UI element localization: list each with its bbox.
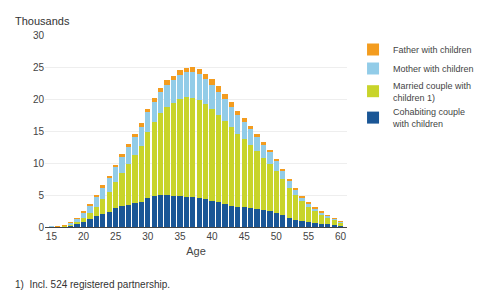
svg-text:15: 15: [33, 126, 45, 137]
svg-text:1) Incl. 524 registered partn: 1) Incl. 524 registered partnership.: [15, 279, 170, 290]
svg-text:30: 30: [33, 30, 45, 41]
svg-text:25: 25: [110, 231, 122, 242]
svg-text:5: 5: [38, 190, 44, 201]
svg-text:0: 0: [38, 222, 44, 233]
svg-text:50: 50: [271, 231, 283, 242]
svg-text:20: 20: [78, 231, 90, 242]
svg-text:10: 10: [33, 158, 45, 169]
svg-text:Father with children: Father with children: [393, 45, 472, 55]
svg-text:55: 55: [303, 231, 315, 242]
svg-text:40: 40: [206, 231, 218, 242]
svg-text:15: 15: [46, 231, 58, 242]
svg-text:35: 35: [174, 231, 186, 242]
svg-text:60: 60: [335, 231, 347, 242]
svg-text:Cohabiting couplewith children: Cohabiting couplewith children: [392, 107, 465, 129]
svg-text:20: 20: [33, 94, 45, 105]
svg-text:Married couple withchildren 1): Married couple withchildren 1): [393, 81, 471, 103]
svg-text:Mother with children: Mother with children: [393, 64, 474, 74]
svg-text:45: 45: [239, 231, 251, 242]
svg-text:Age: Age: [186, 245, 206, 257]
svg-text:25: 25: [33, 62, 45, 73]
svg-text:30: 30: [142, 231, 154, 242]
svg-text:Thousands: Thousands: [15, 15, 70, 27]
